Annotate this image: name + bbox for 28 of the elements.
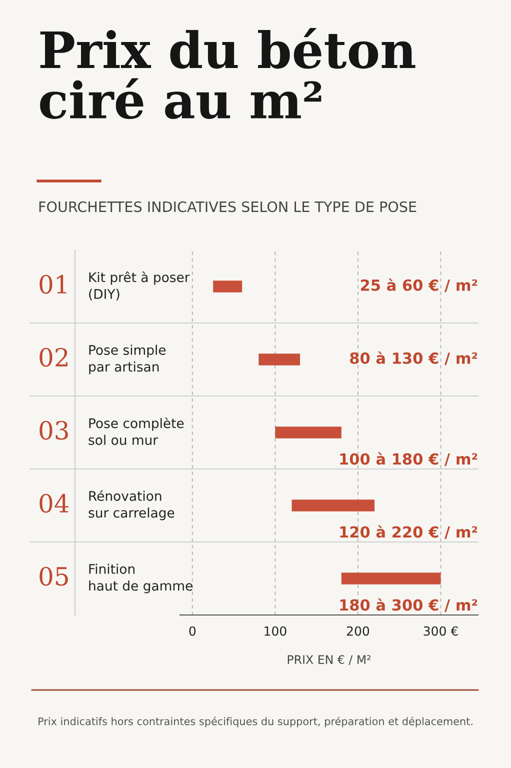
y-tick-label: Pose simple par artisan	[89, 344, 166, 374]
bar	[275, 426, 342, 438]
text: 04	[40, 494, 69, 513]
x-tick-label: 300 €	[424, 626, 458, 636]
bar	[341, 572, 441, 584]
annotation: 100 à 180 € / m²	[340, 452, 478, 466]
annotation: 80 à 130 € / m²	[350, 351, 478, 366]
text: Prix indicatifs hors contraintes spécifiques du support, préparation et déplacement.	[38, 716, 472, 728]
y-tick-label: Kit prêt à poser (DIY)	[89, 271, 190, 301]
annotation: 180 à 300 € / m²	[340, 598, 478, 612]
chart-title: Prix du béton ciré au m²	[40, 28, 416, 119]
bar	[292, 500, 375, 512]
x-tick-label: 100	[264, 626, 286, 636]
y-tick-label: Pose complète sol ou mur	[88, 417, 184, 445]
annotation: 120 à 220 € / m²	[340, 525, 478, 539]
y-tick-label: Finition haut de gamme	[89, 564, 192, 594]
chart-subtitle: FOURCHETTES INDICATIVES SELON LE TYPE DE POSE	[39, 201, 416, 212]
text: 02	[40, 348, 68, 367]
text: 05	[40, 566, 68, 586]
y-tick-label: Rénovation sur carrelage	[88, 490, 174, 520]
x-tick-label: 200	[346, 626, 370, 636]
text: 01	[40, 274, 66, 294]
bar	[258, 354, 300, 366]
text: 03	[40, 420, 68, 440]
x-tick-label: 0	[189, 626, 196, 636]
bar	[213, 280, 242, 292]
annotation: 25 à 60 € / m²	[360, 278, 478, 292]
x-axis-title: PRIX EN € / M²	[288, 655, 371, 665]
